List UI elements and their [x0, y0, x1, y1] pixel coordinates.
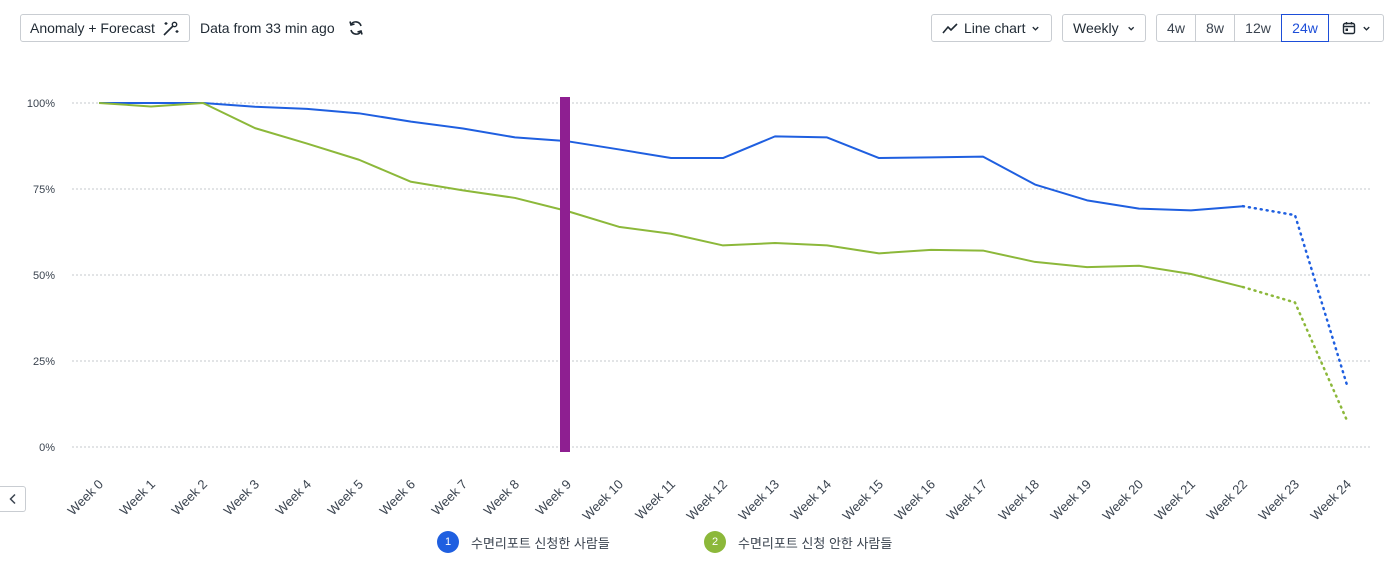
range-12w-button[interactable]: 12w [1234, 14, 1282, 42]
event-marker-bar [560, 97, 570, 452]
x-tick-label: Week 16 [891, 477, 938, 524]
x-tick-label: Week 2 [169, 477, 211, 519]
chevron-left-icon [8, 493, 16, 505]
refresh-icon[interactable] [347, 19, 365, 37]
interval-label: Weekly [1073, 20, 1119, 36]
x-tick-label: Week 1 [117, 477, 159, 519]
x-tick-label: Week 17 [943, 477, 990, 524]
legend-index-badge: 1 [437, 531, 459, 553]
x-tick-label: Week 4 [273, 477, 315, 519]
y-tick-label: 100% [27, 98, 55, 110]
anomaly-forecast-label: Anomaly + Forecast [30, 20, 155, 36]
x-tick-label: Week 9 [533, 477, 575, 519]
y-tick-label: 50% [33, 270, 55, 282]
x-tick-label: Week 15 [839, 477, 886, 524]
x-tick-label: Week 3 [221, 477, 263, 519]
range-4w-button[interactable]: 4w [1156, 14, 1196, 42]
series-forecast-line-2 [1241, 285, 1349, 422]
data-freshness-text: Data from 33 min ago [200, 20, 335, 36]
x-tick-label: Week 6 [377, 477, 419, 519]
x-tick-label: Week 8 [481, 477, 523, 519]
x-tick-label: Week 22 [1203, 477, 1250, 524]
x-tick-label: Week 19 [1047, 477, 1094, 524]
legend-index-badge: 2 [704, 531, 726, 553]
x-tick-label: Week 21 [1151, 477, 1198, 524]
magic-wand-icon [163, 21, 179, 36]
series-forecast-line-1 [1241, 204, 1349, 387]
x-tick-label: Week 5 [325, 477, 367, 519]
chart-type-dropdown[interactable]: Line chart [931, 14, 1052, 42]
series-line-1 [99, 102, 1244, 212]
collapse-panel-button[interactable] [0, 486, 26, 512]
x-tick-label: Week 24 [1307, 477, 1354, 524]
x-tick-label: Week 13 [735, 477, 782, 524]
x-tick-label: Week 11 [632, 477, 678, 523]
x-tick-label: Week 12 [683, 477, 730, 524]
chevron-down-icon [1032, 26, 1040, 31]
x-tick-label: Week 10 [579, 477, 626, 524]
x-tick-label: Week 23 [1255, 477, 1302, 524]
legend-item-2[interactable]: 2 수면리포트 신청 안한 사람들 [704, 531, 892, 553]
y-tick-label: 75% [33, 184, 55, 196]
calendar-icon [1342, 22, 1355, 35]
interval-dropdown[interactable]: Weekly [1062, 14, 1146, 42]
y-tick-label: 0% [39, 442, 55, 454]
chevron-down-icon [1362, 26, 1370, 31]
legend-item-1[interactable]: 1 수면리포트 신청한 사람들 [437, 531, 610, 553]
series-line-2 [98, 102, 1244, 289]
anomaly-forecast-button[interactable]: Anomaly + Forecast [20, 14, 190, 42]
x-tick-label: Week 18 [995, 477, 1042, 524]
range-selector: 4w 8w 12w 24w [1156, 14, 1384, 42]
x-tick-label: Week 20 [1099, 477, 1146, 524]
range-24w-button[interactable]: 24w [1281, 14, 1329, 42]
y-tick-label: 25% [33, 356, 55, 368]
custom-date-range-button[interactable] [1328, 14, 1384, 42]
x-tick-label: Week 0 [65, 477, 107, 519]
chart-type-label: Line chart [964, 20, 1026, 36]
line-chart-icon [942, 23, 958, 34]
chevron-down-icon [1127, 26, 1134, 31]
x-tick-label: Week 7 [429, 477, 471, 519]
legend-label: 수면리포트 신청한 사람들 [471, 535, 610, 551]
x-tick-label: Week 14 [787, 477, 834, 524]
legend-label: 수면리포트 신청 안한 사람들 [738, 535, 893, 551]
range-8w-button[interactable]: 8w [1195, 14, 1235, 42]
